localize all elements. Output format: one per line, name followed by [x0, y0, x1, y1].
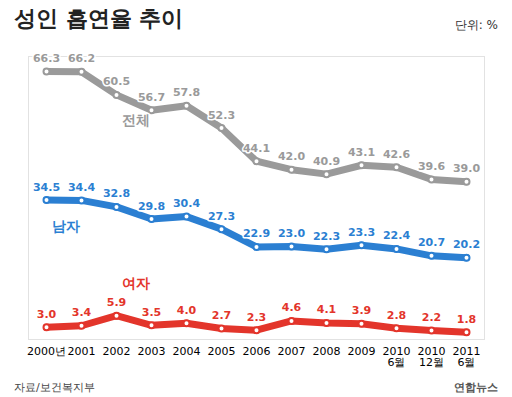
svg-text:4.0: 4.0: [177, 304, 197, 317]
svg-text:전체: 전체: [122, 112, 150, 128]
svg-text:2004: 2004: [173, 345, 201, 358]
svg-text:4.1: 4.1: [317, 303, 337, 316]
html-text:자료/보건복지부: 자료/보건복지부: [14, 380, 95, 394]
svg-text:40.9: 40.9: [313, 155, 340, 168]
html-text:연합뉴스: 연합뉴스: [454, 380, 498, 394]
svg-text:2.8: 2.8: [387, 309, 407, 322]
svg-text:52.3: 52.3: [208, 109, 235, 122]
svg-text:22.4: 22.4: [383, 229, 410, 242]
svg-text:5.9: 5.9: [107, 296, 127, 309]
svg-text:2.7: 2.7: [212, 309, 232, 322]
svg-text:44.1: 44.1: [243, 142, 270, 155]
svg-text:22.3: 22.3: [313, 230, 340, 243]
svg-text:201012월: 201012월: [418, 345, 446, 369]
svg-text:3.9: 3.9: [352, 304, 372, 317]
svg-text:39.0: 39.0: [453, 162, 480, 175]
html-text:성인 흡연율 추이: 성인 흡연율 추이: [14, 6, 184, 31]
svg-text:2005: 2005: [208, 345, 236, 358]
svg-text:27.3: 27.3: [208, 210, 235, 223]
svg-text:60.5: 60.5: [103, 75, 130, 88]
svg-text:2003: 2003: [138, 345, 166, 358]
svg-text:2009: 2009: [348, 345, 376, 358]
svg-text:2006: 2006: [243, 345, 271, 358]
svg-text:2008: 2008: [313, 345, 341, 358]
svg-text:39.6: 39.6: [418, 160, 445, 173]
svg-text:66.3: 66.3: [33, 52, 60, 65]
svg-text:20106월: 20106월: [383, 345, 411, 369]
svg-text:4.6: 4.6: [282, 301, 302, 314]
svg-text:2000년: 2000년: [27, 345, 66, 358]
svg-text:2007: 2007: [278, 345, 306, 358]
svg-text:3.4: 3.4: [72, 306, 92, 319]
svg-text:1.8: 1.8: [457, 313, 477, 326]
svg-text:20.7: 20.7: [418, 236, 445, 249]
svg-text:56.7: 56.7: [138, 91, 165, 104]
svg-text:20116월: 20116월: [453, 345, 481, 369]
svg-text:32.8: 32.8: [103, 187, 130, 200]
html-text:단위: %: 단위: %: [454, 18, 498, 32]
svg-text:66.2: 66.2: [68, 52, 95, 65]
svg-text:3.0: 3.0: [37, 308, 57, 321]
svg-text:3.5: 3.5: [142, 306, 162, 319]
svg-text:34.4: 34.4: [68, 181, 95, 194]
svg-text:여자: 여자: [122, 275, 150, 291]
svg-text:23.0: 23.0: [278, 227, 305, 240]
svg-text:30.4: 30.4: [173, 197, 200, 210]
svg-text:29.8: 29.8: [138, 200, 165, 213]
svg-text:42.0: 42.0: [278, 150, 305, 163]
svg-text:2.3: 2.3: [247, 311, 267, 324]
svg-text:22.9: 22.9: [243, 227, 270, 240]
svg-text:2001: 2001: [68, 345, 96, 358]
svg-text:34.5: 34.5: [33, 181, 60, 194]
svg-text:20.2: 20.2: [453, 238, 480, 251]
svg-text:남자: 남자: [52, 218, 80, 234]
svg-text:43.1: 43.1: [348, 146, 375, 159]
svg-text:23.3: 23.3: [348, 226, 375, 239]
svg-text:42.6: 42.6: [383, 148, 410, 161]
svg-text:2.2: 2.2: [422, 311, 442, 324]
svg-text:57.8: 57.8: [173, 86, 200, 99]
svg-text:2002: 2002: [103, 345, 131, 358]
